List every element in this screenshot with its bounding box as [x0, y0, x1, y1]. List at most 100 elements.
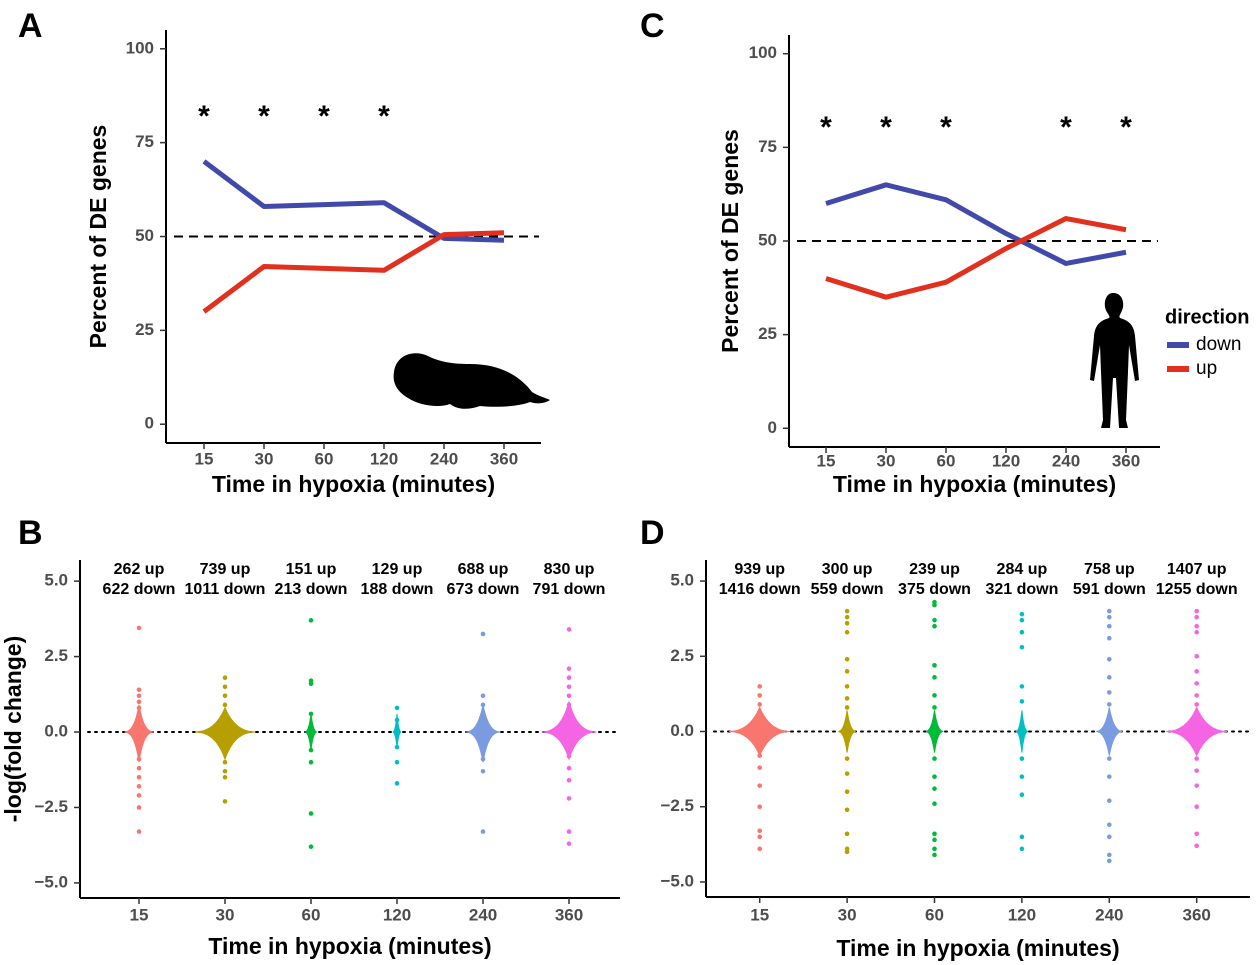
data-point	[136, 756, 142, 762]
data-point	[136, 699, 142, 705]
data-point	[136, 805, 142, 810]
data-point	[222, 750, 228, 756]
data-point	[932, 705, 937, 710]
y-axis-label: Percent of DE genes	[85, 125, 111, 349]
y-tick-label: −5.0	[660, 871, 694, 890]
data-point	[1019, 611, 1025, 617]
violin	[1015, 710, 1029, 753]
data-point	[844, 705, 850, 710]
significance-mark: *	[1060, 111, 1072, 144]
data-point	[757, 693, 762, 698]
data-point	[394, 705, 400, 711]
data-point	[480, 693, 486, 699]
count-annotation: 758 up	[1084, 561, 1135, 578]
data-point	[136, 774, 142, 780]
count-annotation: 300 up	[822, 561, 873, 578]
data-point	[480, 631, 486, 637]
data-point	[1019, 756, 1025, 761]
data-point	[222, 799, 228, 804]
count-annotation: 559 down	[811, 581, 884, 598]
data-point	[844, 669, 850, 674]
data-point	[1019, 629, 1025, 635]
data-point	[932, 846, 937, 852]
violin	[541, 700, 597, 761]
data-point	[1194, 623, 1199, 629]
data-point	[932, 837, 937, 843]
count-annotation: 791 down	[533, 581, 606, 598]
data-point	[844, 789, 850, 794]
data-point	[1194, 804, 1199, 810]
data-point	[1107, 798, 1112, 804]
x-tick-label: 60	[302, 905, 321, 924]
data-point	[308, 618, 314, 623]
data-point	[844, 620, 850, 626]
x-tick-label: 240	[469, 905, 497, 924]
x-tick-label: 15	[195, 449, 214, 468]
y-tick-label: 25	[135, 320, 154, 339]
series-line	[825, 216, 1127, 300]
data-point	[1019, 617, 1025, 623]
data-point	[1107, 656, 1112, 662]
count-annotation: 688 up	[458, 561, 509, 578]
count-annotation: 239 up	[909, 561, 960, 578]
y-tick-label: 2.5	[44, 646, 68, 665]
y-tick-label: 0.0	[670, 721, 694, 740]
data-point	[1107, 635, 1112, 641]
data-point	[932, 786, 937, 791]
data-point	[757, 702, 762, 707]
data-point	[844, 608, 850, 614]
count-annotation: 1011 down	[185, 581, 266, 598]
data-point	[394, 759, 400, 765]
data-point	[136, 784, 142, 789]
data-point	[1194, 702, 1199, 707]
data-point	[844, 807, 850, 813]
panel-label: C	[640, 7, 665, 45]
violin	[194, 706, 256, 761]
violin	[729, 706, 791, 757]
count-annotation: 622 down	[103, 581, 176, 598]
significance-mark: *	[258, 100, 270, 133]
data-point	[222, 693, 228, 699]
y-tick-label: −5.0	[34, 872, 68, 891]
significance-mark: *	[1120, 111, 1132, 144]
x-tick-label: 120	[992, 451, 1020, 470]
series-line	[202, 230, 505, 314]
data-point	[480, 756, 486, 762]
data-point	[308, 711, 314, 717]
data-point	[222, 702, 228, 708]
count-annotation: 1416 down	[719, 581, 801, 598]
data-point	[1019, 699, 1025, 704]
x-axis-label: Time in hypoxia (minutes)	[208, 933, 491, 959]
data-point	[222, 684, 228, 690]
data-point	[566, 627, 572, 632]
data-point	[394, 781, 400, 786]
data-point	[844, 629, 850, 635]
x-tick-label: 30	[255, 449, 274, 468]
data-point	[757, 846, 762, 852]
data-point	[932, 693, 937, 698]
panel-label: D	[640, 514, 665, 552]
seal-silhouette	[393, 353, 550, 409]
data-point	[566, 702, 572, 708]
data-point	[1194, 608, 1199, 614]
data-point	[1194, 756, 1199, 761]
x-tick-label: 30	[216, 905, 235, 924]
data-point	[480, 768, 486, 774]
count-annotation: 151 up	[286, 561, 337, 578]
data-point	[1107, 614, 1112, 620]
count-annotation: 375 down	[898, 581, 971, 598]
data-point	[1194, 614, 1199, 620]
count-annotation: 830 up	[544, 561, 595, 578]
data-point	[566, 841, 572, 846]
significance-mark: *	[378, 100, 390, 133]
data-point	[222, 675, 228, 680]
y-tick-label: 75	[135, 132, 154, 151]
significance-mark: *	[318, 100, 330, 133]
data-point	[1107, 834, 1112, 840]
human-silhouette	[1090, 293, 1139, 428]
data-point	[844, 849, 850, 855]
count-annotation: 188 down	[361, 581, 434, 598]
violin	[304, 713, 318, 751]
data-point	[757, 765, 762, 770]
count-annotation: 1255 down	[1156, 581, 1238, 598]
